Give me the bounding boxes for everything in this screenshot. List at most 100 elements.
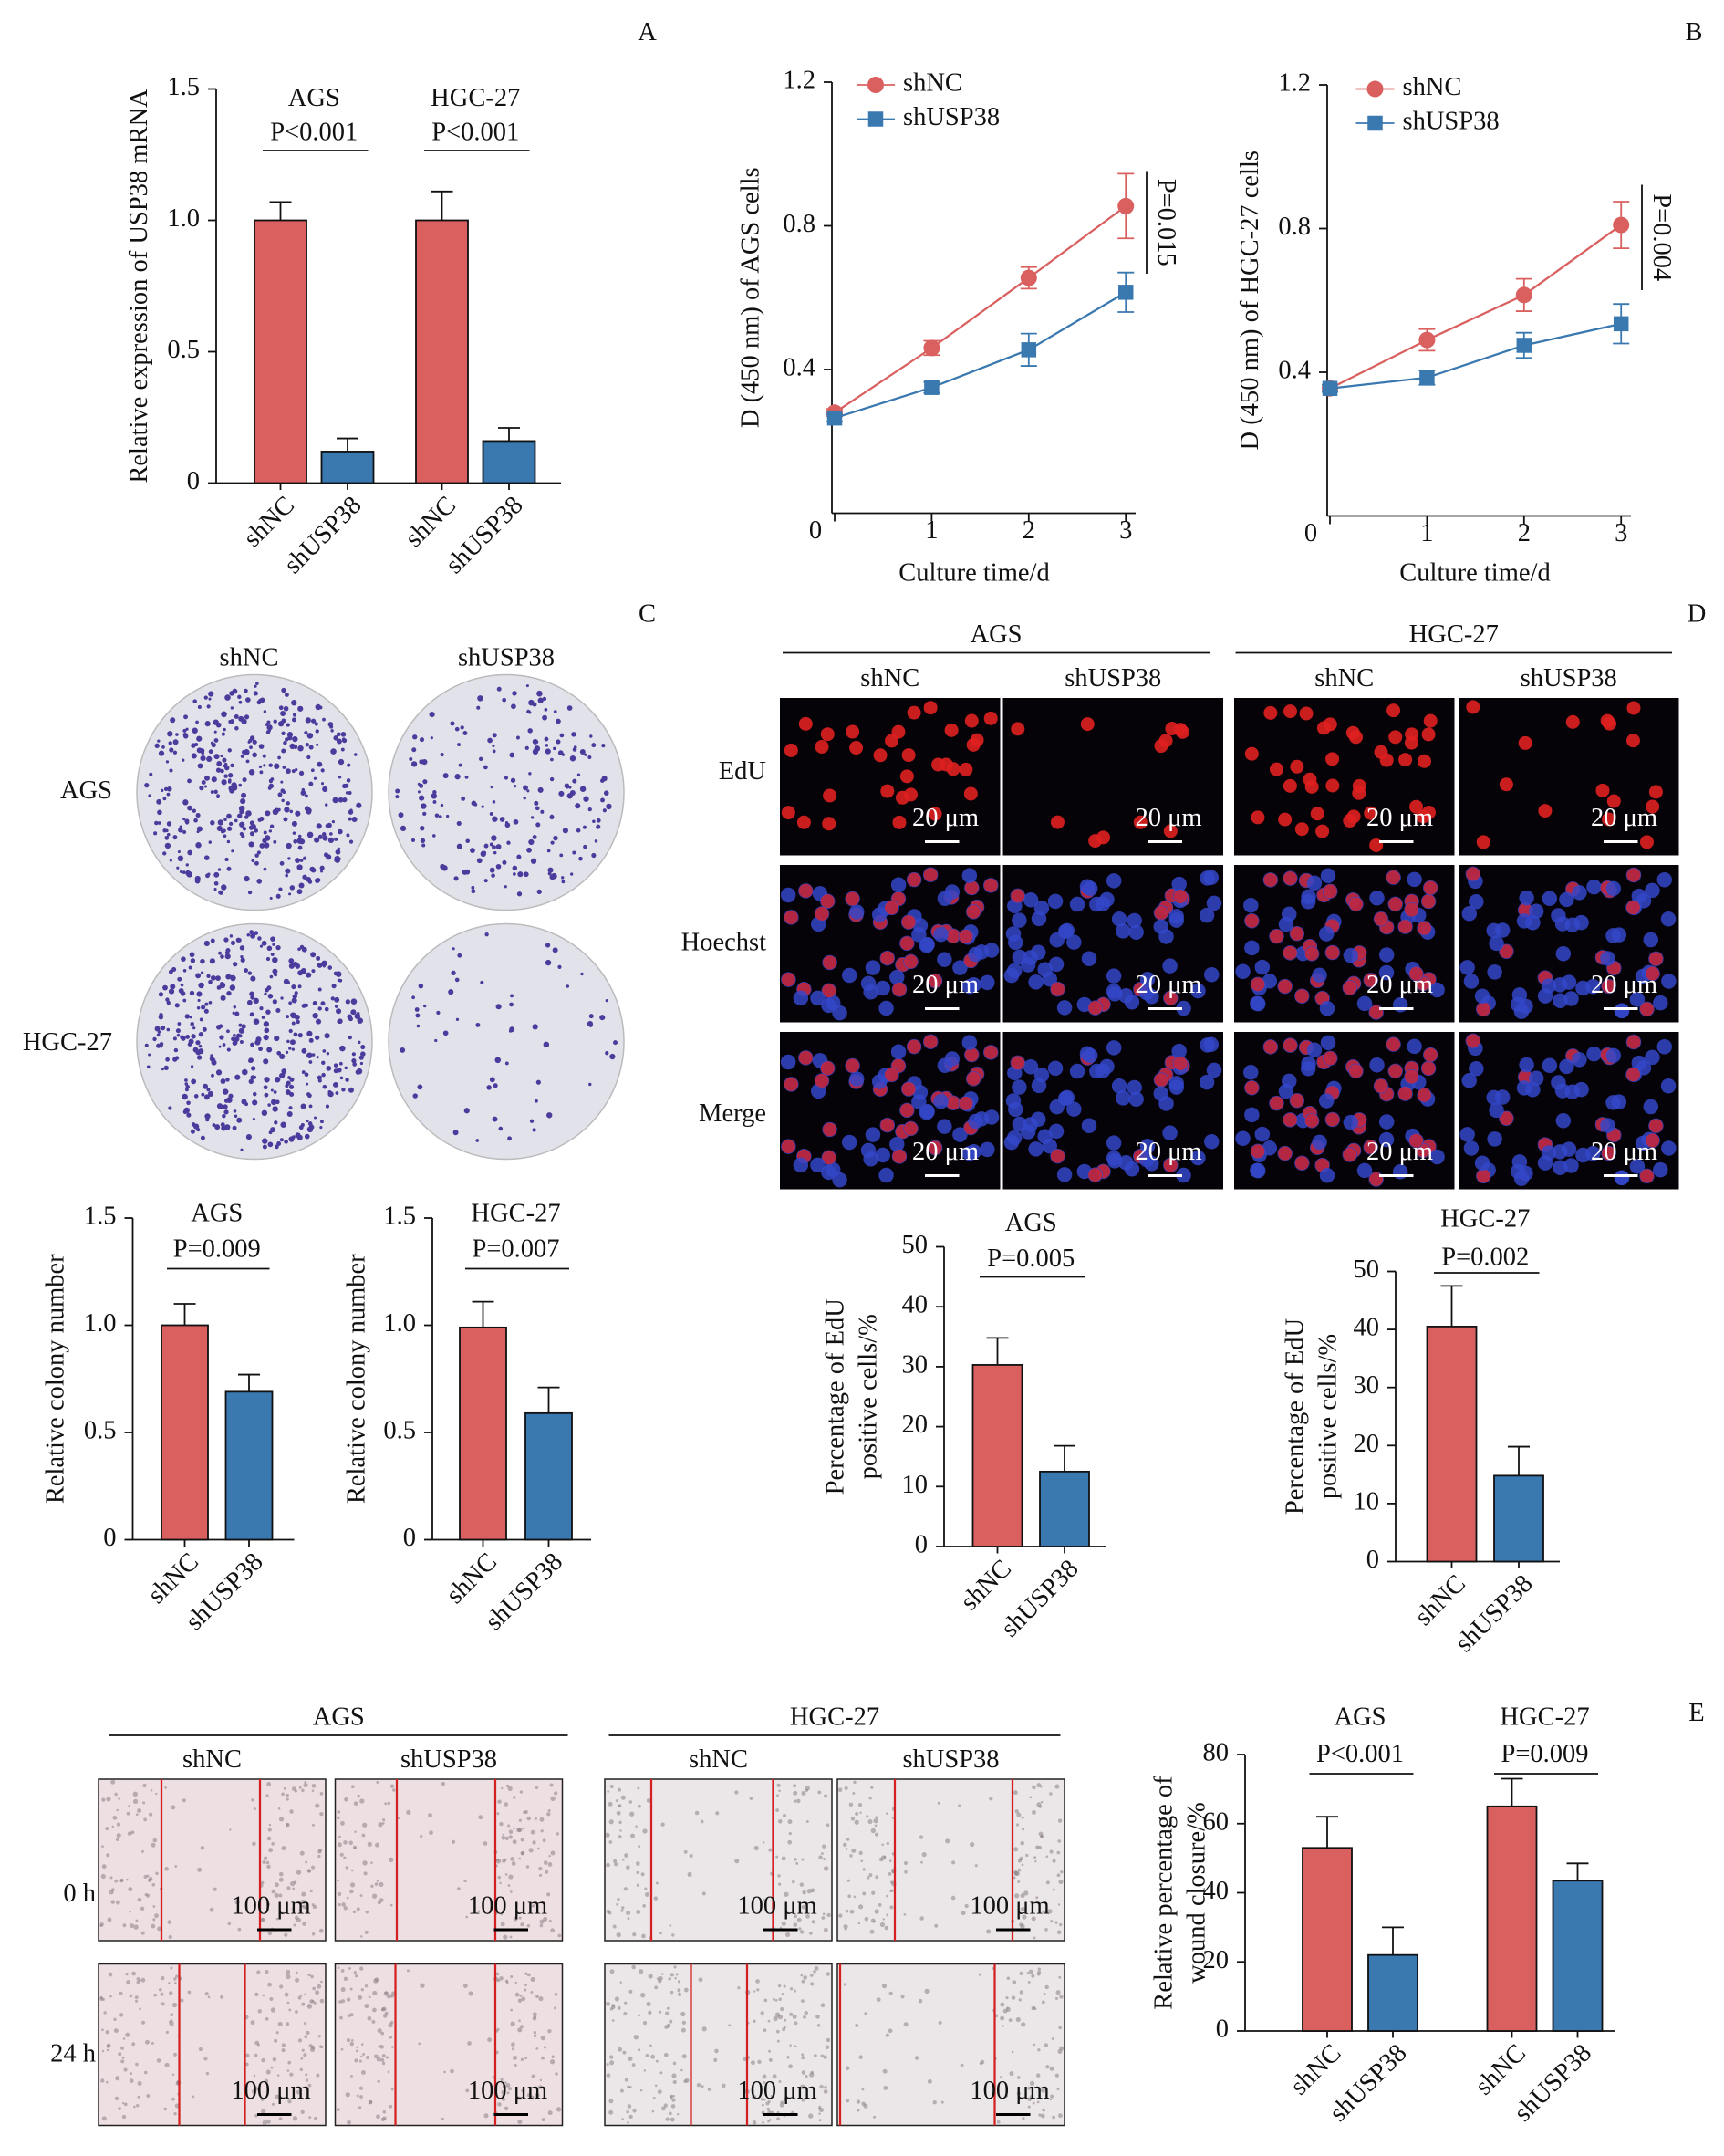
colony-dot	[353, 753, 358, 756]
nucleus	[919, 936, 935, 953]
cell	[299, 2067, 303, 2072]
cell	[607, 1790, 609, 1793]
cell	[1000, 2076, 1002, 2079]
cell	[152, 1905, 156, 1908]
cell	[359, 1894, 363, 1898]
colony-dot	[263, 1034, 269, 1041]
cell	[663, 2052, 669, 2057]
colony-dot	[220, 995, 226, 1001]
cell	[126, 1980, 130, 1984]
colony-dot	[263, 764, 266, 767]
cell	[795, 1861, 799, 1865]
cell	[122, 1923, 127, 1928]
cell	[109, 1995, 112, 1998]
colony-dot	[166, 1027, 171, 1032]
marker	[1117, 285, 1134, 300]
cell	[389, 2104, 393, 2109]
nucleus	[1144, 989, 1159, 1005]
p-value: P<0.001	[1316, 1740, 1404, 1768]
colony-dot	[410, 838, 416, 843]
colony-dot	[493, 850, 497, 855]
cell	[734, 1790, 739, 1795]
cell	[531, 2074, 535, 2078]
colony-dot	[242, 827, 247, 831]
cell	[106, 2080, 109, 2084]
cell	[372, 1990, 378, 1996]
colony-dot	[326, 1051, 330, 1056]
column-label: shUSP38	[1521, 664, 1617, 693]
colony-dot	[306, 1082, 309, 1086]
colony-dot	[203, 785, 207, 788]
nucleus	[1269, 929, 1283, 943]
cell	[118, 1797, 120, 1800]
nucleus	[1417, 921, 1431, 935]
nucleus	[1318, 1093, 1335, 1109]
cell	[358, 1995, 363, 2000]
nucleus	[1301, 889, 1316, 905]
y-axis-label: Percentage of EdU	[1282, 1318, 1310, 1515]
cell	[513, 1796, 516, 1799]
cell	[784, 2018, 787, 2022]
cell	[1033, 1936, 1036, 1940]
colony-dot	[307, 880, 313, 884]
colony-dot	[308, 745, 314, 750]
nucleus	[1555, 1112, 1572, 1129]
colony-dot	[422, 811, 427, 817]
colony-dot	[172, 739, 179, 745]
cell	[312, 1986, 317, 1991]
nucleus	[1278, 1146, 1293, 1161]
colony-dot	[264, 835, 271, 841]
cell	[368, 2099, 373, 2105]
nucleus	[1047, 1060, 1064, 1077]
colony-dot	[195, 1040, 201, 1046]
cell	[775, 2029, 780, 2034]
colony-dot	[289, 1077, 295, 1082]
nucleus	[1646, 1133, 1660, 1148]
nucleus	[1312, 1134, 1327, 1151]
colony-dot	[270, 1099, 277, 1106]
cell	[502, 2097, 505, 2101]
nucleus	[1648, 952, 1663, 966]
colony-dot	[193, 1094, 199, 1099]
colony-dot	[183, 1107, 190, 1114]
cell	[670, 1990, 674, 1995]
cell	[511, 1861, 516, 1866]
colony-dot	[254, 853, 259, 858]
scale-label: 20 μm	[1366, 1138, 1433, 1166]
colony-dot	[253, 997, 259, 1004]
cell	[863, 2103, 868, 2109]
colony-dot	[258, 1047, 263, 1052]
nucleus	[1519, 1057, 1534, 1073]
cell	[379, 1881, 384, 1887]
colony-dot	[268, 779, 273, 784]
colony-dot	[176, 866, 180, 870]
cell	[551, 2055, 555, 2058]
cell	[795, 1798, 801, 1804]
cell	[164, 1786, 167, 1789]
colony-dot	[513, 872, 516, 876]
nucleus	[885, 734, 899, 748]
colony-dot	[262, 754, 266, 758]
cell	[521, 2088, 524, 2093]
nucleus	[1168, 1076, 1184, 1091]
colony-dot	[429, 711, 435, 718]
colony-dot	[223, 727, 226, 732]
cell	[364, 1984, 369, 1988]
cell	[497, 1799, 502, 1804]
cell	[609, 1784, 614, 1788]
cell	[278, 1877, 284, 1882]
cell	[677, 1992, 682, 1996]
colony-dot	[599, 1015, 606, 1021]
scale-label: 100 μm	[231, 2077, 310, 2105]
nucleus	[968, 1113, 983, 1130]
nucleus	[1572, 885, 1587, 901]
cell	[753, 1845, 759, 1851]
colony-dot	[172, 835, 178, 840]
cell	[154, 1913, 159, 1919]
colony-dot	[241, 792, 247, 798]
cell	[182, 1798, 186, 1803]
colony-dot	[340, 747, 345, 752]
cell	[113, 2017, 117, 2022]
colony-dot	[265, 956, 271, 962]
cell	[304, 1993, 306, 1996]
